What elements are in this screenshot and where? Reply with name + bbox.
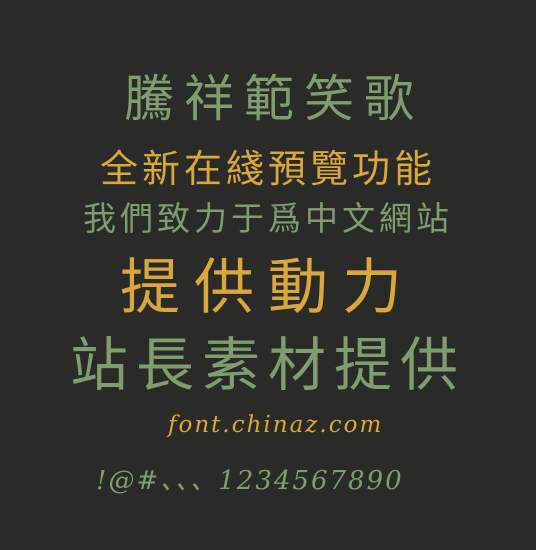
symbols-and-digits: !@#、、、1234567890 — [96, 466, 404, 496]
preview-text-line-2: 全新在綫預覽功能 — [99, 147, 436, 191]
preview-text-line-5: 站長素材提供 — [69, 331, 466, 399]
preview-text-line-4: 提供動力 — [120, 253, 416, 323]
preview-text-line-3: 我們致力于爲中文網站 — [83, 199, 453, 238]
font-name-title: 騰祥範笑歌 — [124, 70, 424, 128]
site-url: font.chinaz.com — [168, 412, 384, 438]
